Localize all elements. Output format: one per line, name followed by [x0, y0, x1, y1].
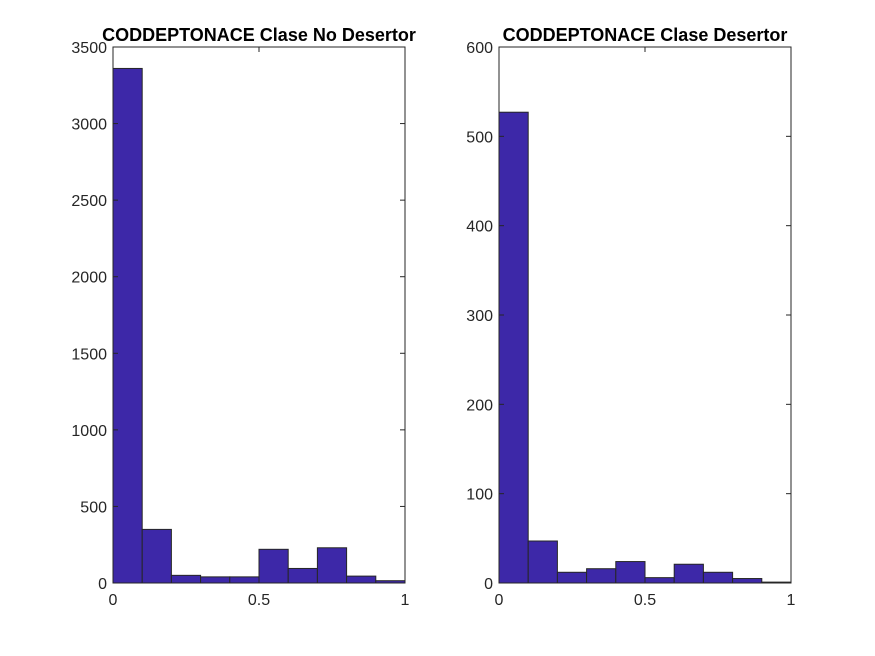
y-tick-label: 0	[98, 576, 107, 593]
chart-panel-2: 0 100 200 300 400 500 600 0 0.5 1 CODDEPTONACE Cla…	[466, 25, 795, 609]
y-tick-label: 3000	[71, 117, 107, 134]
x-tick-label: 0	[495, 592, 504, 609]
histogram-bar	[112, 67, 143, 584]
x-tick-label: 1	[787, 592, 796, 609]
histogram-bar	[346, 575, 377, 584]
chart-title: CODDEPTONACE Clase No Desertor	[102, 25, 416, 45]
histogram-bar	[316, 547, 348, 584]
y-tick-label: 600	[466, 40, 493, 57]
histogram-bar	[615, 561, 646, 584]
chart-panel-1: 0 500 1000 1500 2000 2500 3000 3500 0 0.5 1 CODDEPT…	[71, 25, 415, 609]
x-tick-label: 0	[109, 592, 118, 609]
histogram-bar	[556, 571, 588, 584]
y-tick-label: 100	[466, 487, 493, 504]
histogram-bar	[586, 568, 617, 584]
histogram-bar	[141, 528, 172, 584]
y-tick-label: 0	[484, 576, 493, 593]
y-tick-label: 500	[80, 499, 107, 516]
axes-box	[498, 46, 792, 584]
y-tick-label: 1500	[71, 346, 107, 363]
y-tick-label: 400	[466, 219, 493, 236]
histogram-bar	[170, 574, 202, 584]
histogram-bar	[229, 576, 260, 584]
histogram-bar	[673, 563, 704, 584]
histogram-bar	[527, 540, 558, 584]
histogram-bar	[732, 578, 763, 584]
x-tick-label: 0.5	[634, 592, 656, 609]
y-tick-label: 200	[466, 397, 493, 414]
histogram-bar	[258, 548, 289, 584]
y-tick-label: 2500	[71, 193, 107, 210]
y-tick-label: 2000	[71, 270, 107, 287]
y-tick-label: 500	[466, 129, 493, 146]
histogram-bar	[498, 111, 529, 584]
chart-title: CODDEPTONACE Clase Desertor	[503, 25, 788, 45]
histogram-bar	[287, 567, 318, 584]
y-tick-label: 3500	[71, 40, 107, 57]
y-tick-label: 300	[466, 308, 493, 325]
histogram-bar	[702, 571, 734, 584]
histogram-bar	[200, 576, 231, 584]
histogram-bar	[644, 577, 675, 584]
y-tick-label: 1000	[71, 423, 107, 440]
x-tick-label: 1	[401, 592, 410, 609]
axes-box	[112, 46, 406, 584]
x-tick-label: 0.5	[248, 592, 270, 609]
